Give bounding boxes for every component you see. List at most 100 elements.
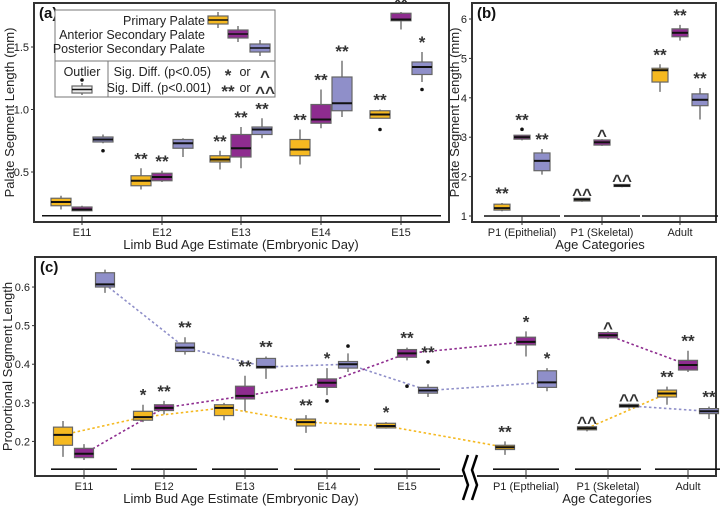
box <box>651 67 669 83</box>
box-posterior: ^^ <box>618 391 640 410</box>
significance-label: * <box>419 33 426 52</box>
box-primary: ^^ <box>576 413 598 432</box>
significance-label: ** <box>653 45 667 64</box>
box <box>52 426 74 446</box>
box <box>251 126 273 136</box>
legend-sym2b: ^^ <box>255 83 275 102</box>
significance-label: ** <box>134 149 148 168</box>
significance-label: ** <box>693 69 707 88</box>
box-anterior: ** <box>671 6 689 41</box>
legend-or-1: or <box>239 65 250 79</box>
box-anterior: ^ <box>597 318 619 340</box>
significance-label: ** <box>495 184 509 203</box>
trend-line-anterior <box>607 334 689 366</box>
axis-break-line <box>470 454 479 501</box>
outlier-point <box>346 344 350 348</box>
x-axis-title: Limb Bud Age Estimate (Embryonic Day) <box>123 491 359 506</box>
legend-posterior-label: Posterior Secondary Palate <box>53 42 205 56</box>
y-tick-label: 0.6 <box>15 282 30 294</box>
box-posterior: ^^ <box>612 171 632 190</box>
box-primary: ** <box>289 111 311 165</box>
significance-label: ** <box>681 332 695 351</box>
significance-label: ** <box>373 91 387 110</box>
significance-label: ** <box>234 108 248 127</box>
x-tick-label: P1 (Skeletal) <box>571 227 634 239</box>
box-posterior: ** <box>174 318 196 355</box>
box-anterior: ^ <box>593 126 611 146</box>
plot-frame <box>34 256 717 477</box>
significance-label: ** <box>213 132 227 151</box>
y-axis-title: Palate Segment Length (mm) <box>2 28 17 198</box>
y-axis-title: Proportional Segment Length <box>0 282 15 451</box>
box-anterior: ** <box>513 110 531 141</box>
box-primary: * <box>375 403 397 429</box>
x-tick-label: E11 <box>73 227 92 239</box>
box-posterior <box>92 134 114 153</box>
box-primary: ** <box>656 368 678 405</box>
significance-label: ** <box>157 382 171 401</box>
box <box>132 410 154 421</box>
x-tick-label: E15 <box>397 481 417 493</box>
box-posterior: * <box>411 33 433 92</box>
y-tick-label: 1.5 <box>14 42 29 54</box>
outlier-point <box>420 87 424 92</box>
y-axis-title: Palate Segment Length (mm) <box>447 28 462 198</box>
y-tick-label: 0.4 <box>15 359 30 371</box>
box-anterior: ** <box>230 108 252 169</box>
x-tick-label: E12 <box>152 227 172 239</box>
trend-line-posterior <box>104 283 548 392</box>
legend-sig2-label: Sig. Diff. (p<0.001) <box>107 81 211 95</box>
box-primary <box>50 195 72 210</box>
box <box>390 12 412 22</box>
significance-label: ^^ <box>572 185 592 204</box>
significance-label: ** <box>535 130 549 149</box>
x-tick-label: P1 (Skeletal) <box>577 481 640 493</box>
box <box>213 404 235 417</box>
significance-label: ** <box>421 343 435 362</box>
box-primary: ** <box>369 91 391 132</box>
outlier-point <box>520 127 524 132</box>
box-primary <box>213 402 235 421</box>
x-tick-label: E15 <box>391 227 411 239</box>
significance-label: ^^ <box>619 391 639 410</box>
x-tick-label: E13 <box>235 481 255 493</box>
y-tick-label: 2 <box>461 172 467 184</box>
significance-label: ** <box>259 338 273 357</box>
y-tick-label: 4 <box>461 93 467 105</box>
box-anterior: * <box>515 312 537 357</box>
box-anterior: * <box>316 349 338 403</box>
significance-label: ** <box>498 422 512 441</box>
trend-line-posterior <box>628 405 710 413</box>
y-tick-label: 1.0 <box>14 105 29 117</box>
y-tick-label: 1 <box>461 211 467 223</box>
significance-label: ** <box>335 42 349 61</box>
significance-label: ** <box>660 368 674 387</box>
box-posterior: * <box>536 349 558 392</box>
box-posterior: ** <box>417 343 439 398</box>
significance-label: ^^ <box>577 413 597 432</box>
legend-outlier-label: Outlier <box>64 65 101 79</box>
box-posterior: ** <box>251 99 273 139</box>
box-posterior: ** <box>255 338 277 379</box>
box-posterior: ** <box>698 388 720 420</box>
x-axis-title: Age Categories <box>555 237 645 252</box>
x-tick-label: E14 <box>311 227 331 239</box>
box-primary <box>52 420 74 457</box>
x-axis-title: Limb Bud Age Estimate (Embryonic Day) <box>123 237 359 252</box>
legend-outlier-point <box>80 78 84 82</box>
significance-label: ** <box>394 0 408 12</box>
box-primary: ** <box>209 132 231 170</box>
box-posterior: ** <box>691 69 709 120</box>
significance-label: * <box>523 312 530 331</box>
box <box>411 61 433 76</box>
box-anterior <box>73 444 95 460</box>
trend-line-primary <box>62 407 506 448</box>
box <box>536 370 558 388</box>
legend-sig1-label: Sig. Diff. (p<0.05) <box>114 65 211 79</box>
outlier-point <box>405 384 409 389</box>
y-tick-label: 0.3 <box>15 398 30 410</box>
legend-or-2: or <box>239 81 250 95</box>
box <box>289 138 311 157</box>
